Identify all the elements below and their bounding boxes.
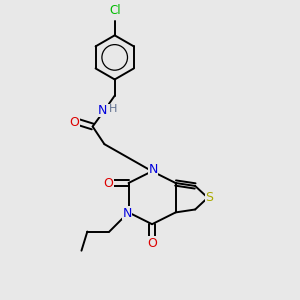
Text: N: N — [148, 163, 158, 176]
Text: O: O — [70, 116, 79, 129]
Text: O: O — [147, 236, 157, 250]
Text: O: O — [103, 176, 113, 190]
Text: Cl: Cl — [109, 4, 121, 17]
Text: S: S — [205, 191, 213, 204]
Text: N: N — [122, 207, 132, 220]
Text: H: H — [109, 104, 117, 115]
Text: N: N — [98, 104, 108, 117]
